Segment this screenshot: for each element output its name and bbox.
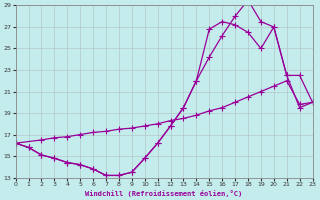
X-axis label: Windchill (Refroidissement éolien,°C): Windchill (Refroidissement éolien,°C) [85,190,243,197]
